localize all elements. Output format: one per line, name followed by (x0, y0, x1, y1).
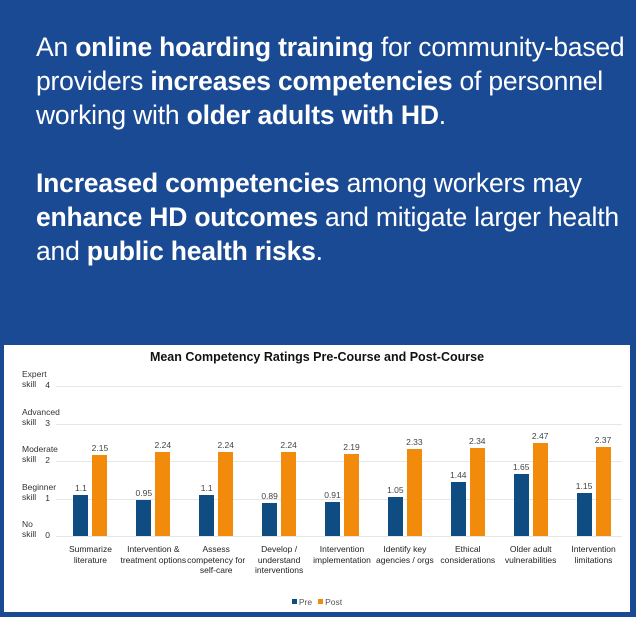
pre-bar (262, 502, 278, 536)
data-label: 1.15 (575, 480, 593, 491)
legend-label: Post (325, 597, 343, 607)
pre-bar (513, 474, 529, 536)
category-label: Older adult vulnerabilities (504, 544, 557, 565)
post-bar (532, 443, 548, 536)
y-tick-label: No skill (22, 519, 37, 539)
category-label: Summarize literature (68, 544, 112, 565)
post-bar (155, 452, 171, 536)
headline-emphasis: enhance HD outcomes (36, 202, 318, 232)
category-label: Ethical considerations (440, 544, 496, 565)
headline-emphasis: online hoarding training (75, 32, 374, 62)
headline-text: An (36, 32, 76, 62)
data-label: 2.24 (217, 440, 234, 450)
post-bar (595, 447, 611, 536)
data-label: 2.24 (154, 440, 172, 450)
pre-bar (136, 500, 152, 536)
data-label: 2.37 (594, 435, 612, 446)
post-bar (344, 453, 359, 536)
y-tick-value: 1 (45, 492, 50, 503)
gridline (56, 498, 622, 500)
competency-chart: Mean Competency Ratings Pre-Course and P… (4, 345, 630, 612)
headline-text: for community-based providers (36, 32, 625, 96)
data-label: 0.95 (135, 488, 153, 499)
data-label: 2.34 (468, 436, 486, 447)
chart-title: Mean Competency Ratings Pre-Course and P… (149, 350, 485, 364)
category-label: Develop / understand interventions (255, 544, 304, 575)
category-label: Identify key agencies / orgs (376, 544, 434, 565)
y-tick-label: Beginner skill (22, 481, 57, 502)
data-label: 1.1 (200, 482, 213, 493)
headline-text: of personnel working with (36, 66, 603, 130)
category-label: Intervention limitations (571, 544, 616, 565)
y-tick-label: Moderate skill (22, 444, 58, 464)
headline-emphasis: increases competencies (150, 66, 453, 96)
data-label: 1.44 (449, 470, 467, 480)
headline-emphasis: older adults with HD (186, 100, 439, 130)
y-tick-label: Expert skill (22, 369, 47, 389)
pre-bar (73, 494, 89, 536)
chart-legend: Pre Post (4, 597, 630, 607)
y-tick-value: 3 (45, 417, 50, 428)
gridline (56, 423, 622, 425)
data-label: 2.24 (280, 440, 297, 450)
headline-paragraph-1: An online hoarding training for communit… (36, 30, 626, 132)
y-tick-value: 4 (45, 380, 50, 390)
headline-paragraph-2: Increased competencies among workers may… (36, 166, 626, 268)
data-label: 0.91 (324, 489, 341, 500)
category-label: Intervention implementation (313, 544, 371, 565)
post-bar (406, 448, 422, 536)
legend-swatch (318, 599, 324, 604)
pre-bar (576, 492, 592, 536)
legend-item-post: Post (318, 597, 342, 607)
y-tick-value: 0 (45, 530, 50, 540)
data-label: 2.19 (343, 441, 360, 452)
data-label: 2.33 (406, 436, 423, 447)
data-label: 0.89 (261, 490, 278, 501)
post-bar (218, 452, 234, 536)
y-tick-value: 2 (45, 455, 50, 465)
category-label: Intervention & treatment options (120, 544, 187, 565)
headline: An online hoarding training for communit… (36, 30, 626, 268)
legend-swatch (291, 599, 297, 604)
pre-bar (325, 501, 340, 536)
data-label: 1.1 (75, 482, 87, 493)
legend-label: Pre (298, 597, 313, 607)
headline-text: among workers may (339, 168, 582, 198)
headline-emphasis: public health risks (86, 236, 316, 266)
gridline (56, 461, 622, 462)
post-bar (469, 448, 485, 536)
gridline (56, 386, 622, 387)
category-label: Assess competency for self-care (187, 544, 246, 575)
data-label: 1.65 (512, 462, 530, 473)
data-label: 2.47 (531, 431, 549, 442)
legend-item-pre: Pre (291, 597, 313, 607)
post-bar (92, 455, 108, 536)
pre-bar (199, 494, 215, 536)
data-label: 2.15 (91, 443, 109, 454)
headline-emphasis: Increased competencies (36, 168, 340, 198)
data-label: 1.05 (387, 484, 404, 495)
gridline (56, 536, 622, 537)
headline-text: and mitigate larger health and (36, 202, 619, 266)
headline-text: . (315, 236, 323, 266)
post-bar (281, 452, 297, 536)
pre-bar (387, 496, 403, 536)
y-tick-label: Advanced skill (22, 406, 60, 427)
headline-text: . (438, 100, 446, 130)
pre-bar (450, 482, 466, 536)
